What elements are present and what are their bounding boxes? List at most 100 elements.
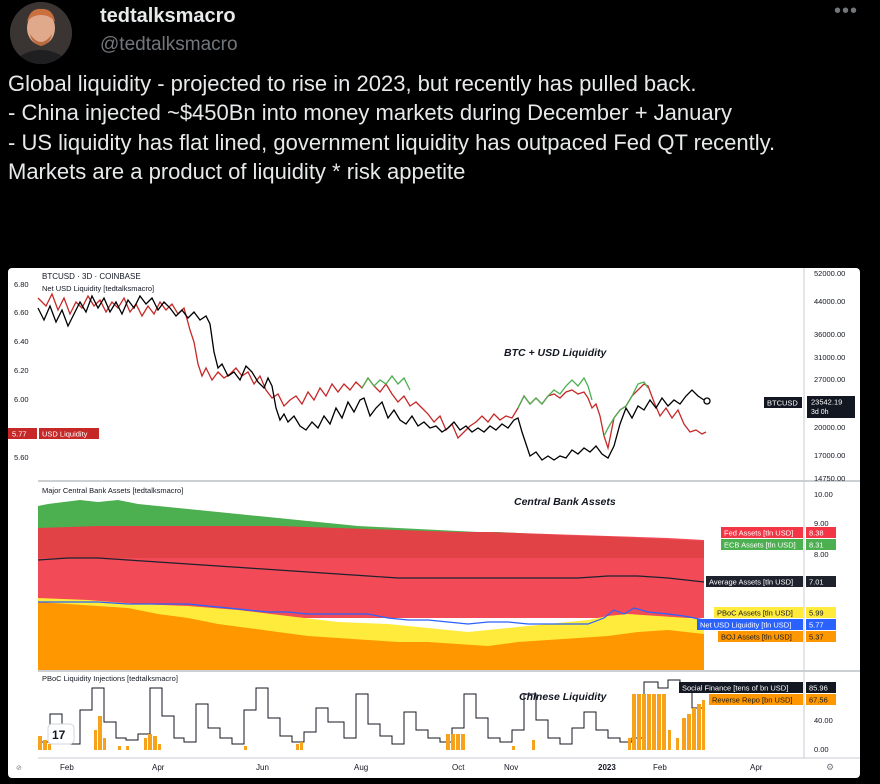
- usd-liquidity-line: [37, 292, 707, 451]
- tradingview-logo-icon: 17: [47, 723, 75, 745]
- x-tick: Apr: [750, 763, 763, 772]
- ecb-assets-label: ECB Assets [tln USD]: [724, 541, 796, 550]
- social-finance-value-badge: [806, 682, 836, 693]
- btc-label: BTCUSD: [767, 399, 798, 408]
- reverse-repo-bar: [38, 736, 42, 750]
- reverse-repo-label-badge: [709, 694, 803, 705]
- user-handle[interactable]: @tedtalksmacro: [100, 34, 238, 55]
- reverse-repo-bar: [94, 730, 97, 750]
- fed-assets-label-badge: [721, 527, 803, 538]
- pboc-assets-label: PBoC Assets [tln USD]: [717, 609, 793, 618]
- btc-usd-liquidity-title: BTC + USD Liquidity: [504, 347, 608, 359]
- reverse-repo-bars: [38, 694, 705, 750]
- average-assets-label-badge: [706, 576, 803, 587]
- reverse-repo-bar: [642, 694, 646, 750]
- usd-liquidity-line-green: [361, 374, 411, 391]
- reverse-repo-bar: [48, 744, 51, 750]
- svg-text:17: 17: [52, 728, 66, 742]
- average-assets-label: Average Assets [tln USD]: [709, 578, 793, 587]
- reverse-repo-bar: [532, 740, 535, 750]
- pboc-assets-value-badge: [806, 607, 836, 618]
- reverse-repo-bar: [697, 704, 701, 750]
- boj-assets-value: 5.37: [809, 633, 824, 642]
- reverse-repo-bar: [687, 714, 691, 750]
- tweet-text: Global liquidity - projected to rise in …: [8, 70, 874, 186]
- reverse-repo-bar: [652, 694, 656, 750]
- central-bank-assets-title: Central Bank Assets: [514, 496, 616, 508]
- usd-liquidity-line-green: [517, 376, 593, 409]
- ecb-assets-value-badge: [806, 539, 836, 550]
- fed-assets-value: 8.38: [809, 529, 824, 538]
- reverse-repo-value: 67.56: [809, 696, 828, 705]
- usd-liquidity-value-badge: [8, 428, 37, 439]
- reverse-repo-bar: [682, 718, 686, 750]
- usd-liquidity-label-badge: [39, 428, 99, 439]
- pboc-assets-label-badge: [714, 607, 803, 618]
- cb-right-tick: 8.00: [814, 550, 829, 559]
- reverse-repo-bar: [512, 746, 515, 750]
- reverse-repo-bar: [702, 700, 705, 750]
- ecb-assets-label-badge: [721, 539, 803, 550]
- display-name[interactable]: tedtalksmacro: [100, 5, 236, 27]
- settings-gear-icon[interactable]: ⚙: [826, 762, 834, 772]
- average-assets-value: 7.01: [809, 578, 824, 587]
- chart-svg: BTCUSD · 3D · COINBASE Net USD Liquidity…: [8, 268, 860, 772]
- reverse-repo-bar: [296, 744, 299, 750]
- avatar[interactable]: [10, 2, 72, 64]
- social-finance-line: [38, 679, 705, 745]
- social-finance-value: 85.96: [809, 684, 828, 693]
- reverse-repo-bar: [158, 744, 161, 750]
- tweet-line: Markets are a product of liquidity * ris…: [8, 158, 466, 184]
- chart-image[interactable]: BTCUSD · 3D · COINBASE Net USD Liquidity…: [8, 268, 860, 778]
- btc-label-badge: [764, 397, 802, 408]
- x-tick: Feb: [60, 763, 74, 772]
- more-dots-icon[interactable]: •••: [834, 0, 859, 22]
- boj-assets-label-badge: [718, 631, 803, 642]
- boj-assets-value-badge: [806, 631, 836, 642]
- goto-start-icon[interactable]: ⊘: [16, 765, 22, 772]
- cb-right-tick: 10.00: [814, 490, 833, 499]
- reverse-repo-bar: [662, 694, 666, 750]
- reverse-repo-bar: [692, 708, 696, 750]
- net-usd-label-badge: [697, 619, 803, 630]
- chinese-liquidity-title: Chinese Liquidity: [519, 691, 608, 703]
- cl-right-tick: 40.00: [814, 716, 833, 725]
- tweet-line: Global liquidity - projected to rise in …: [8, 71, 697, 96]
- reverse-repo-bar: [103, 738, 106, 750]
- net-usd-label: Net USD Liquidity [tln USD]: [700, 621, 791, 630]
- x-tick: Oct: [452, 763, 465, 772]
- social-finance-label: Social Finance [tens of bn USD]: [682, 684, 788, 693]
- net-usd-value-badge: [806, 619, 836, 630]
- right-tick: 31000.00: [814, 353, 845, 362]
- reverse-repo-bar: [144, 738, 147, 750]
- right-tick: 27000.00: [814, 375, 845, 384]
- btc-price-countdown: 3d 0h: [811, 409, 829, 416]
- social-finance-label-badge: [679, 682, 803, 693]
- usd-liquidity-label: USD Liquidity: [42, 430, 88, 439]
- reverse-repo-value-badge: [806, 694, 836, 705]
- reverse-repo-bar: [153, 736, 157, 750]
- net-usd-value: 5.77: [809, 621, 824, 630]
- left-tick: 6.20: [14, 366, 29, 375]
- reverse-repo-bar: [118, 746, 121, 750]
- boj-assets-area: [38, 602, 704, 670]
- right-tick: 36000.00: [814, 330, 845, 339]
- left-tick: 6.40: [14, 337, 29, 346]
- net-usd-indicator-label: Net USD Liquidity [tedtalksmacro]: [42, 284, 154, 293]
- btc-price-line: [37, 294, 705, 461]
- reverse-repo-bar: [668, 730, 671, 750]
- left-tick: 5.60: [14, 453, 29, 462]
- tweet-line: - US liquidity has flat lined, governmen…: [8, 130, 776, 155]
- reverse-repo-bar: [446, 734, 450, 750]
- x-tick: Aug: [354, 763, 368, 772]
- reverse-repo-bar: [632, 694, 636, 750]
- average-assets-line: [37, 557, 705, 583]
- reverse-repo-bar: [244, 746, 247, 750]
- reverse-repo-bar: [98, 716, 102, 750]
- tweet-line: - China injected ~$450Bn into money mark…: [8, 99, 732, 125]
- reverse-repo-bar: [628, 738, 631, 750]
- reverse-repo-bar: [637, 694, 641, 750]
- symbol-title: BTCUSD · 3D · COINBASE: [42, 272, 141, 281]
- pboc-assets-value: 5.99: [809, 609, 824, 618]
- left-tick: 6.00: [14, 395, 29, 404]
